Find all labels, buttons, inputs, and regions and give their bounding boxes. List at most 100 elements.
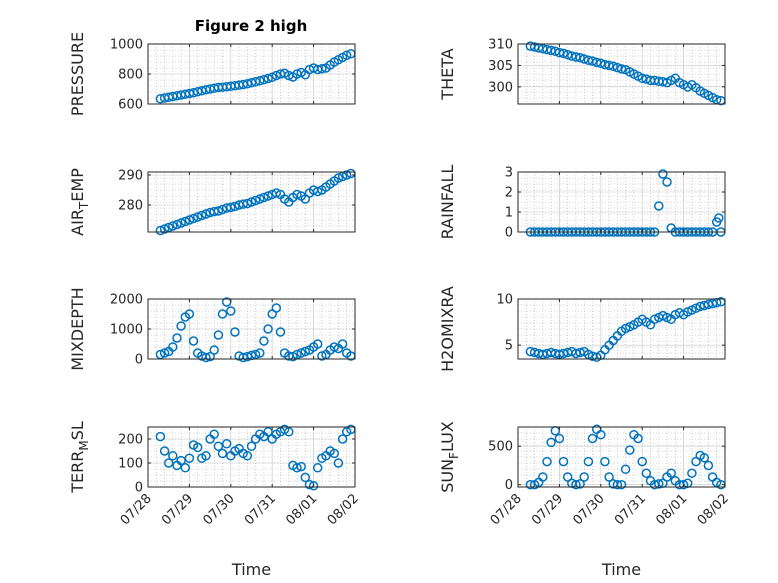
y-tick-label: 310 [488, 38, 513, 53]
plot-area [518, 172, 725, 232]
data-point [329, 342, 340, 352]
data-point [250, 77, 261, 87]
data-point [641, 468, 652, 478]
data-point [654, 201, 664, 211]
x-tick-label: 08/02 [325, 491, 362, 528]
data-point [159, 224, 170, 234]
data-point [230, 327, 240, 337]
data-point [687, 468, 697, 478]
subplot-sun-flux: 0 500 SUNFLUX 07/28 07/29 07/30 07/31 08/01 08/0… [438, 421, 732, 579]
y-axis-label: AIRTEMP [68, 168, 91, 236]
data-point [263, 427, 273, 437]
data-point [587, 56, 598, 66]
data-point [246, 441, 257, 451]
y-tick-label: 800 [118, 68, 143, 83]
data-point [579, 54, 589, 64]
data-point [616, 479, 627, 490]
x-tick-label: 08/02 [695, 491, 732, 528]
data-point [666, 468, 676, 478]
y-tick-label: 100 [118, 457, 143, 472]
data-point [250, 195, 261, 206]
data-point [188, 336, 199, 346]
subplot-terr-msl: 0 100 200 TERRMSL 07/28 07/29 07/30 07/31 08/01 0… [68, 421, 362, 579]
data-point [172, 333, 182, 343]
data-point [188, 213, 199, 224]
data-point [312, 186, 323, 197]
data-point [554, 433, 565, 444]
data-point [317, 64, 327, 74]
data-point [341, 170, 352, 180]
data-point [341, 50, 352, 61]
data-point [184, 215, 195, 225]
y-tick-label: 305 [488, 59, 513, 74]
y-axis-label: SUNFLUX [438, 421, 461, 493]
data-point [201, 451, 211, 461]
data-point [238, 199, 248, 209]
data-point [296, 348, 306, 358]
y-tick-label: 3 [505, 166, 513, 181]
y-tick-label: 1000 [110, 38, 143, 53]
axes-frame [517, 43, 726, 105]
y-tick-label: 500 [488, 440, 513, 455]
x-tick-label: 07/29 [159, 491, 196, 528]
data-point [703, 460, 714, 471]
y-tick-label: 0 [135, 353, 143, 368]
data-point [271, 303, 282, 313]
data-point [329, 448, 340, 459]
y-tick-label: 0 [505, 478, 513, 493]
y-tick-label: 2 [505, 186, 513, 201]
axes-frame [147, 426, 356, 488]
data-point [575, 52, 585, 63]
data-point [255, 76, 265, 86]
data-point [596, 429, 606, 440]
y-axis-label: TERRMSL [68, 421, 91, 494]
data-point [155, 225, 166, 236]
data-point [271, 70, 282, 81]
y-tick-label: 0 [135, 481, 143, 496]
x-tick-label: 07/28 [118, 491, 155, 528]
y-tick-label: 10 [496, 293, 513, 308]
data-point [583, 55, 594, 66]
y-tick-label: 0 [505, 226, 513, 241]
subplot-air-temp: 280 290 AIRTEMP [68, 168, 356, 236]
data-point [213, 330, 224, 340]
data-point [654, 479, 664, 489]
x-tick-label: 08/01 [283, 491, 320, 528]
data-point [637, 73, 647, 84]
data-point [217, 448, 228, 459]
x-axis-label: Time [601, 560, 641, 579]
x-tick-label: 07/28 [488, 491, 525, 528]
data-point [255, 348, 265, 358]
data-point [192, 212, 203, 222]
x-tick-label: 07/31 [612, 491, 649, 528]
y-axis-label: H2OMIXRA [438, 286, 457, 372]
data-point [312, 463, 323, 473]
data-point [246, 197, 257, 207]
figure-title: Figure 2 high [195, 17, 308, 35]
data-point [554, 47, 565, 58]
data-point [259, 192, 269, 203]
data-point [542, 456, 552, 467]
data-point [213, 206, 224, 216]
y-tick-label: 2000 [110, 293, 143, 308]
subplot-mixdepth: 0 1000 2000 MIXDEPTH [68, 287, 356, 371]
data-point [583, 456, 594, 467]
data-point [242, 451, 253, 461]
data-point [176, 455, 186, 466]
subplot-theta: 300 305 310 THETA [438, 38, 726, 106]
data-point [608, 61, 618, 72]
x-tick-label: 07/31 [242, 491, 279, 528]
data-point [259, 336, 269, 346]
data-point [275, 327, 286, 337]
data-point [226, 306, 236, 316]
data-point [180, 216, 191, 227]
data-point [201, 209, 211, 219]
data-point [337, 339, 348, 349]
data-point [600, 456, 610, 467]
data-point [163, 458, 174, 468]
y-tick-label: 300 [488, 80, 513, 95]
axes-frame [517, 171, 726, 233]
data-point [612, 479, 623, 490]
